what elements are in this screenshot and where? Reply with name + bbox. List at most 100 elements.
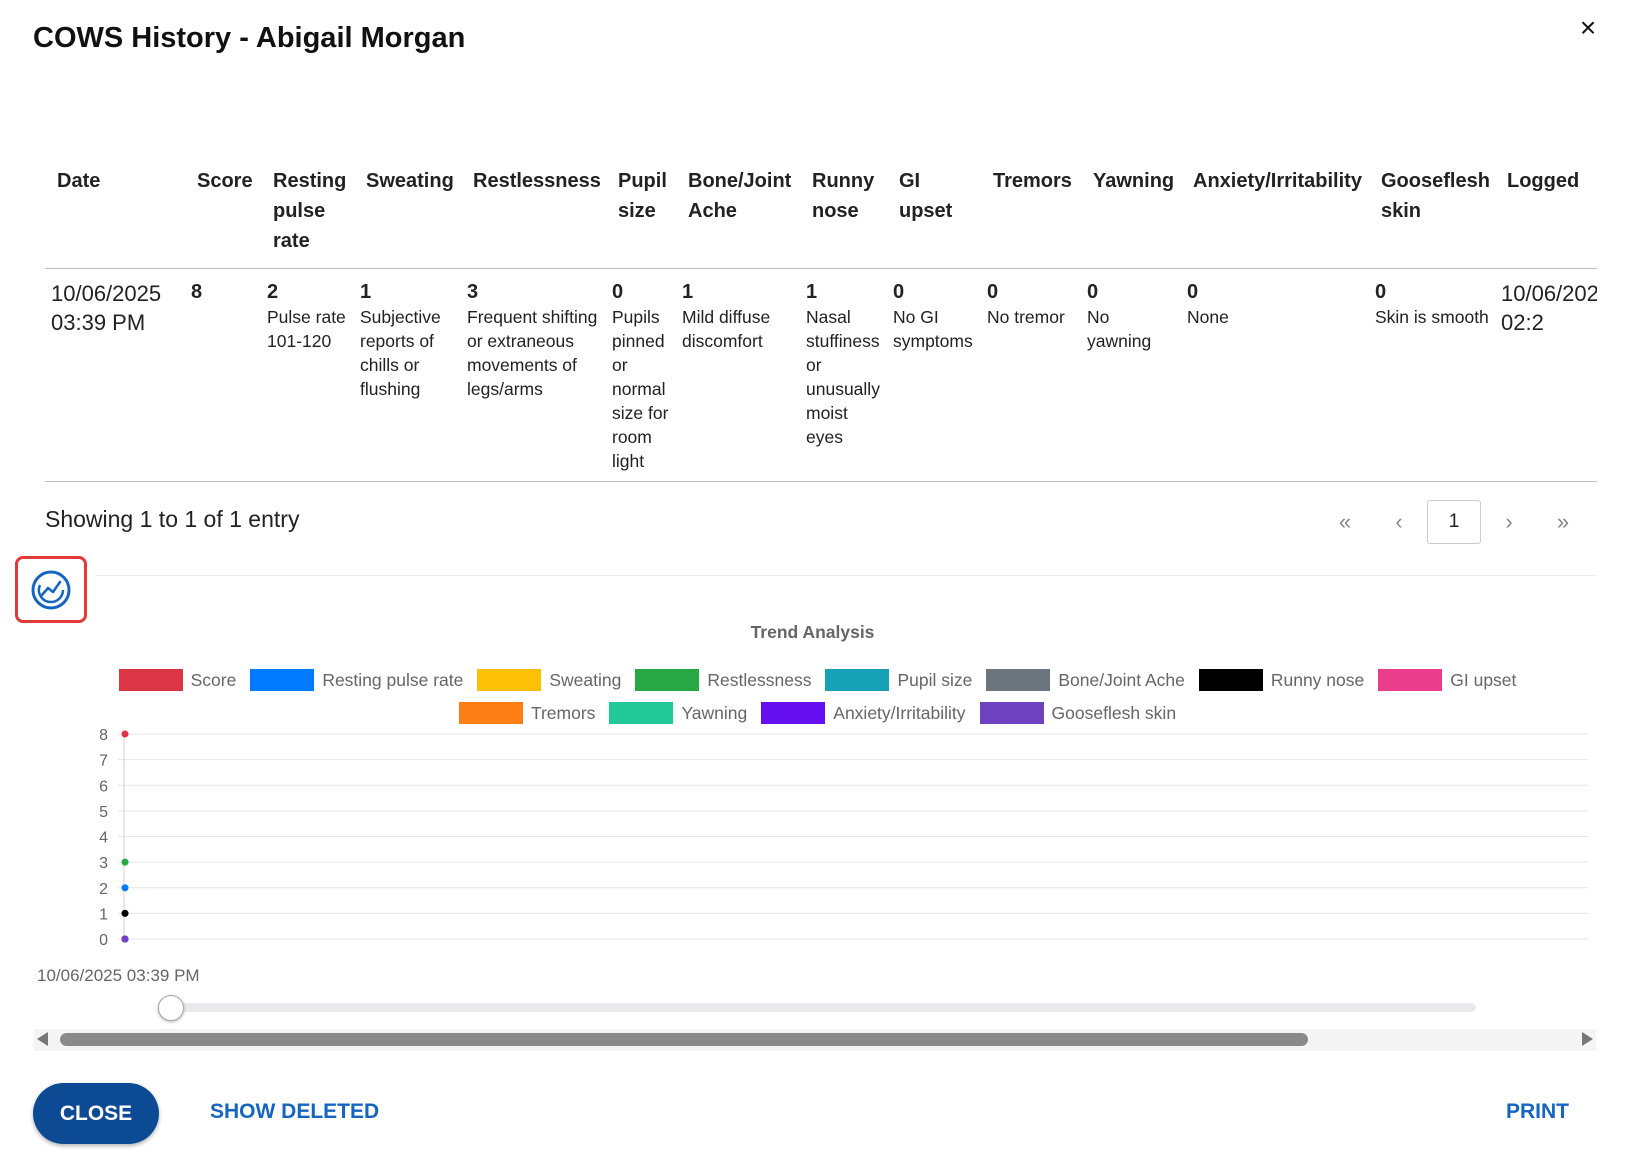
col-header-sweating[interactable]: Sweating (366, 170, 454, 192)
logged-value: 10/06/2025 02:2 (1501, 281, 1597, 335)
legend-item[interactable]: Score (118, 668, 237, 692)
page-1-button[interactable]: 1 (1427, 500, 1481, 544)
cell-sweating: 1 Subjective reports of chills or flushin… (354, 269, 461, 482)
legend-item[interactable]: Sweating (477, 668, 621, 692)
col-header-logged[interactable]: Logged (1507, 170, 1580, 192)
col-header-score[interactable]: Score (197, 170, 253, 192)
col-header-bone-joint-ache[interactable]: Bone/Joint Ache (688, 170, 792, 222)
cell-logged: 10/06/2025 02:2 (1495, 269, 1597, 482)
col-header-anxiety-irritability[interactable]: Anxiety/Irritability (1193, 170, 1362, 192)
legend-label: Bone/Joint Ache (1058, 669, 1185, 690)
item-description: No GI symptoms (893, 307, 973, 351)
legend-item[interactable]: Runny nose (1198, 668, 1365, 692)
legend-label: Tremors (530, 702, 596, 723)
item-score: 0 (1187, 281, 1199, 303)
legend-label: Restlessness (707, 669, 812, 690)
print-button[interactable]: PRINT (1506, 1100, 1569, 1123)
scroll-left-arrow-icon[interactable] (37, 1032, 48, 1046)
legend-label: Sweating (549, 669, 622, 690)
col-header-runny-nose[interactable]: Runny nose (812, 170, 875, 222)
close-icon[interactable]: × (1579, 12, 1597, 43)
legend-label: Pupil size (897, 669, 973, 690)
data-point-resting-pulse-rate[interactable] (121, 884, 129, 892)
y-tick-label: 8 (99, 727, 108, 744)
horizontal-scrollbar[interactable] (34, 1029, 1596, 1051)
cell-anxiety-irritability: 0 None (1181, 269, 1369, 482)
range-slider-handle[interactable] (158, 995, 184, 1021)
legend-item[interactable]: Tremors (458, 701, 596, 725)
legend-swatch (761, 702, 826, 724)
total-score-value: 8 (191, 281, 203, 303)
item-description: Frequent shifting or extraneous movement… (467, 307, 598, 399)
cell-date: 10/06/2025 03:39 PM (45, 269, 185, 482)
y-tick-label: 2 (99, 881, 108, 898)
legend-swatch (609, 702, 674, 724)
item-description: Nasal stuffiness or unusually moist eyes (806, 307, 880, 447)
data-point-score[interactable] (121, 730, 129, 738)
col-header-date[interactable]: Date (57, 170, 101, 192)
col-header-resting-pulse-rate[interactable]: Resting pulse rate (273, 170, 347, 252)
legend-item[interactable]: Pupil size (825, 668, 972, 692)
chart-title: Trend Analysis (750, 622, 875, 642)
y-tick-label: 7 (99, 753, 108, 770)
item-description: Mild diffuse discomfort (682, 307, 771, 351)
item-description: Pupils pinned or normal size for room li… (612, 307, 669, 471)
col-header-gooseflesh-skin[interactable]: Gooseflesh skin (1381, 170, 1490, 222)
show-deleted-button[interactable]: SHOW DELETED (210, 1100, 380, 1123)
y-tick-label: 0 (99, 932, 108, 949)
data-point-restlessness[interactable] (121, 858, 129, 866)
scroll-right-arrow-icon[interactable] (1582, 1032, 1593, 1046)
cell-bone-joint-ache: 1 Mild diffuse discomfort (676, 269, 800, 482)
item-description: Subjective reports of chills or flushing (360, 307, 441, 399)
col-header-gi-upset[interactable]: GI upset (899, 170, 953, 222)
y-tick-label: 4 (99, 830, 108, 847)
legend-label: Runny nose (1270, 669, 1365, 690)
col-header-pupil-size[interactable]: Pupil size (618, 170, 667, 222)
trend-chart: 0 1 2 3 4 5 6 7 8 (99, 727, 1588, 949)
cell-resting-pulse-rate: 2 Pulse rate 101-120 (261, 269, 354, 482)
legend-swatch (986, 669, 1051, 691)
last-page-button[interactable]: » (1556, 509, 1570, 534)
col-header-yawning[interactable]: Yawning (1093, 170, 1175, 192)
legend-swatch (1378, 669, 1443, 691)
cell-pupil-size: 0 Pupils pinned or normal size for room l… (606, 269, 676, 482)
data-point-gooseflesh-skin[interactable] (121, 935, 129, 943)
legend-item[interactable]: Anxiety/Irritability (761, 701, 966, 725)
item-score: 0 (1087, 281, 1099, 303)
range-slider-track[interactable] (168, 1003, 1476, 1012)
prev-page-button[interactable]: ‹ (1395, 509, 1403, 534)
cell-tremors: 0 No tremor (981, 269, 1081, 482)
close-button[interactable]: CLOSE (33, 1083, 159, 1144)
legend-item[interactable]: GI upset (1378, 668, 1516, 692)
legend-swatch (1198, 669, 1263, 691)
item-score: 0 (893, 281, 905, 303)
cows-history-table: Date Score Resting pulse rate Sweating R… (45, 148, 1597, 482)
legend-label: Resting pulse rate (322, 669, 464, 690)
y-tick-label: 5 (99, 804, 108, 821)
legend-swatch (477, 669, 542, 691)
legend-label: Yawning (681, 702, 748, 723)
item-score: 1 (806, 281, 818, 303)
legend-label: Score (190, 669, 237, 690)
legend-item[interactable]: Resting pulse rate (250, 668, 463, 692)
next-page-button[interactable]: › (1505, 509, 1513, 534)
legend-item[interactable]: Bone/Joint Ache (986, 668, 1185, 692)
legend-swatch (825, 669, 890, 691)
legend-item[interactable]: Gooseflesh skin (979, 701, 1176, 725)
legend-item[interactable]: Yawning (609, 701, 747, 725)
dialog-title: COWS History - Abigail Morgan (33, 22, 466, 54)
legend-swatch (458, 702, 523, 724)
item-description: None (1187, 307, 1229, 327)
col-header-restlessness[interactable]: Restlessness (473, 170, 601, 192)
pagination: « ‹ 1 › » (1318, 500, 1590, 544)
scrollbar-thumb[interactable] (60, 1033, 1308, 1046)
col-header-tremors[interactable]: Tremors (993, 170, 1072, 192)
item-score: 0 (987, 281, 999, 303)
item-score: 0 (1375, 281, 1387, 303)
cell-score: 8 (185, 269, 261, 482)
legend-item[interactable]: Restlessness (635, 668, 811, 692)
data-point-runny-nose[interactable] (121, 909, 129, 917)
legend-swatch (250, 669, 315, 691)
trend-analysis-button[interactable] (15, 556, 87, 623)
first-page-button[interactable]: « (1338, 509, 1352, 534)
